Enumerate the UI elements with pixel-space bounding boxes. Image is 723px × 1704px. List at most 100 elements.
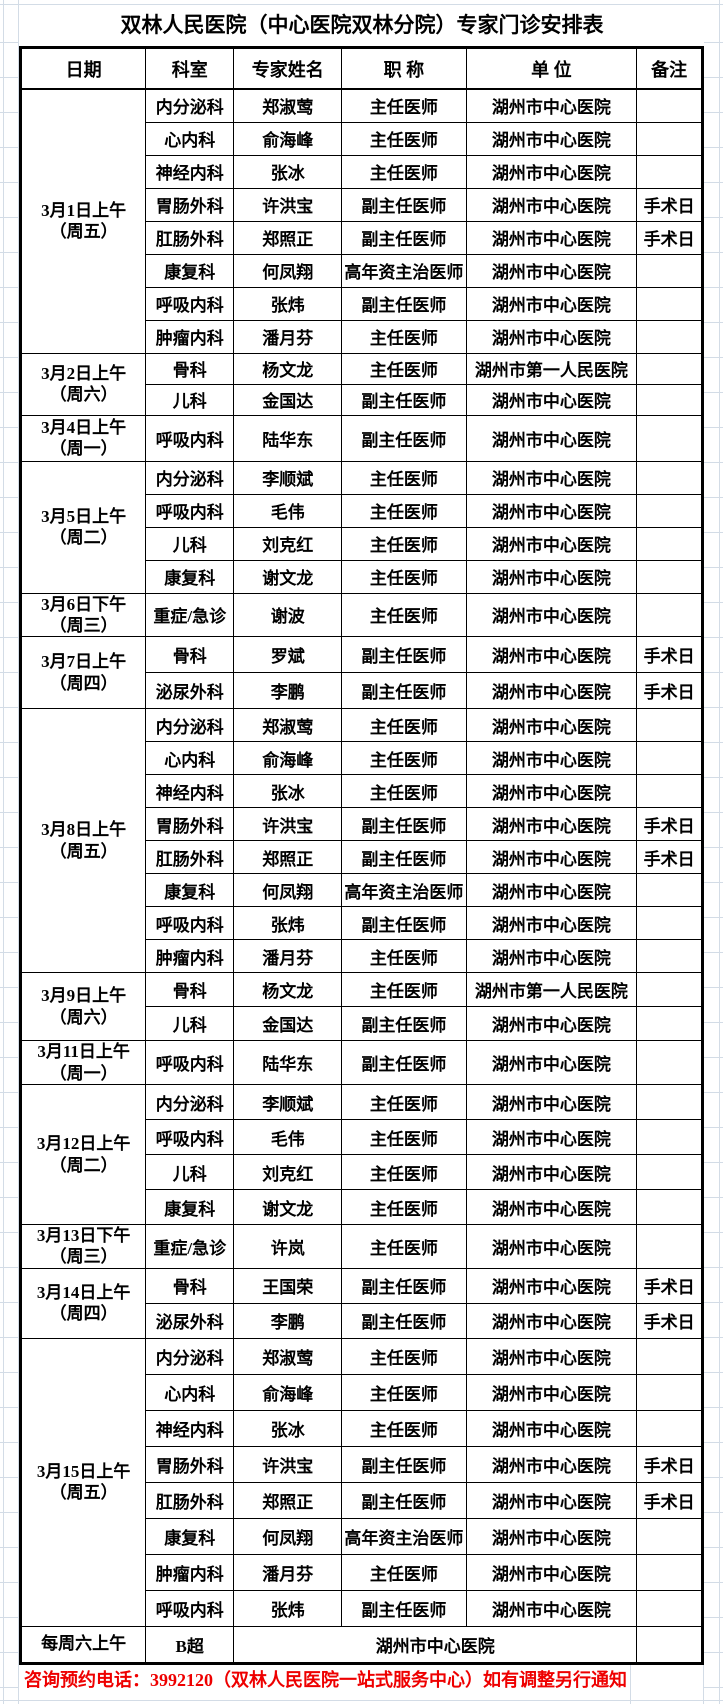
date-cell: 3月2日上午 （周六） bbox=[19, 352, 147, 416]
job-title-cell: 副主任医师 bbox=[341, 414, 467, 462]
doctor-name-cell: 张炜 bbox=[233, 1589, 343, 1627]
org-cell: 湖州市中心医院 bbox=[465, 1302, 638, 1339]
note-cell bbox=[636, 414, 703, 462]
weekday-text: （周二） bbox=[49, 528, 118, 547]
date-text: 3月8日上午 bbox=[41, 820, 127, 840]
dept-cell: 内分泌科 bbox=[145, 460, 235, 495]
table-row: 3月14日上午 （周四） 骨科 王国荣 副主任医师 湖州市中心医院 手术日 bbox=[19, 1267, 703, 1339]
date-text: 3月13日下午 bbox=[36, 1226, 131, 1245]
note-cell bbox=[636, 154, 703, 189]
date-text: 3月9日上午 bbox=[41, 986, 127, 1006]
doctor-name-cell: 张冰 bbox=[233, 1409, 343, 1447]
page-title: 双林人民医院（中心医院双林分院）专家门诊安排表 bbox=[20, 5, 704, 46]
doctor-name-cell: 张冰 bbox=[233, 154, 343, 189]
job-title-cell: 主任医师 bbox=[341, 972, 467, 1007]
note-cell bbox=[636, 873, 703, 907]
job-title-cell: 主任医师 bbox=[341, 939, 467, 973]
dept-cell: 肿瘤内科 bbox=[145, 1553, 235, 1591]
note-cell bbox=[636, 972, 703, 1007]
job-title-cell: 主任医师 bbox=[341, 1119, 467, 1155]
doctor-name-cell: 罗斌 bbox=[233, 636, 343, 673]
table-row: 每周六上午 B超 湖州市中心医院 bbox=[19, 1625, 703, 1664]
note-cell bbox=[636, 592, 703, 637]
org-cell: 湖州市中心医院 bbox=[465, 1337, 638, 1375]
date-text: 3月15日上午 bbox=[36, 1461, 131, 1481]
date-text: 3月14日上午 bbox=[36, 1282, 131, 1302]
doctor-name-cell: 郑淑莺 bbox=[233, 88, 343, 123]
dept-cell: 内分泌科 bbox=[145, 708, 235, 742]
date-cell: 3月11日上午 （周一） bbox=[19, 1040, 147, 1085]
doctor-name-cell: 何凤翔 bbox=[233, 1517, 343, 1555]
doctor-name-cell: 金国达 bbox=[233, 1006, 343, 1041]
dept-cell: 康复科 bbox=[145, 873, 235, 907]
note-cell: 手术日 bbox=[636, 1302, 703, 1339]
weekday-text: （周四） bbox=[49, 673, 118, 693]
org-cell: 湖州市中心医院 bbox=[465, 906, 638, 940]
org-cell: 湖州市中心医院 bbox=[465, 154, 638, 189]
org-cell: 湖州市中心医院 bbox=[465, 1006, 638, 1041]
dept-cell: 重症/急诊 bbox=[145, 1224, 235, 1269]
note-cell bbox=[636, 121, 703, 156]
table-row: 泌尿外科 李鹏 副主任医师 湖州市中心医院 手术日 bbox=[21, 672, 703, 709]
table-row: 肛肠外科 郑照正 副主任医师 湖州市中心医院 手术日 bbox=[21, 1481, 703, 1519]
table-row: 儿科 金国达 副主任医师 湖州市中心医院 bbox=[21, 383, 703, 416]
doctor-name-cell: 李鹏 bbox=[233, 1302, 343, 1339]
table-row: 呼吸内科 张炜 副主任医师 湖州市中心医院 bbox=[21, 286, 703, 321]
dept-cell: 呼吸内科 bbox=[145, 1119, 235, 1155]
dept-cell: 康复科 bbox=[145, 1189, 235, 1225]
col-header-dept: 科室 bbox=[145, 47, 235, 90]
note-cell bbox=[636, 1040, 703, 1085]
org-cell: 湖州市中心医院 bbox=[465, 1373, 638, 1411]
org-cell: 湖州市中心医院 bbox=[465, 1553, 638, 1591]
job-title-cell: 副主任医师 bbox=[341, 187, 467, 222]
col-header-date: 日期 bbox=[19, 47, 147, 90]
job-title-cell: 主任医师 bbox=[341, 88, 467, 123]
org-cell: 湖州市中心医院 bbox=[465, 1189, 638, 1225]
table-row: 肿瘤内科 潘月芬 主任医师 湖州市中心医院 bbox=[21, 319, 703, 354]
note-cell bbox=[636, 1119, 703, 1155]
doctor-name-cell: 许岚 bbox=[233, 1224, 343, 1269]
table-row: 胃肠外科 许洪宝 副主任医师 湖州市中心医院 手术日 bbox=[21, 1445, 703, 1483]
footer-note: 咨询预约电话：3992120（双林人民医院一站式服务中心）如有调整另行通知 bbox=[24, 1670, 627, 1690]
job-title-cell: 主任医师 bbox=[341, 154, 467, 189]
weekday-text: （周二） bbox=[49, 1155, 118, 1175]
date-cell: 3月13日下午 （周三） bbox=[19, 1224, 147, 1269]
org-cell: 湖州市中心医院 bbox=[465, 1040, 638, 1085]
job-title-cell: 主任医师 bbox=[341, 121, 467, 156]
doctor-name-cell: 郑照正 bbox=[233, 220, 343, 255]
job-title-cell: 主任医师 bbox=[341, 1337, 467, 1375]
dept-cell: 肛肠外科 bbox=[145, 840, 235, 874]
date-cell: 3月6日下午 （周三） bbox=[19, 592, 147, 637]
note-cell bbox=[636, 352, 703, 385]
table-row: 神经内科 张冰 主任医师 湖州市中心医院 bbox=[21, 1409, 703, 1447]
job-title-cell: 副主任医师 bbox=[341, 1267, 467, 1304]
org-cell: 湖州市中心医院 bbox=[465, 286, 638, 321]
doctor-name-cell: 陆华东 bbox=[233, 414, 343, 462]
date-text: 3月12日上午 bbox=[36, 1134, 131, 1154]
org-cell: 湖州市中心医院 bbox=[465, 383, 638, 416]
weekday-text: （周三） bbox=[49, 1247, 118, 1267]
job-title-cell: 主任医师 bbox=[341, 592, 467, 637]
table-row: 康复科 谢文龙 主任医师 湖州市中心医院 bbox=[21, 1189, 703, 1225]
weekday-text: （周六） bbox=[49, 385, 118, 404]
note-cell bbox=[636, 88, 703, 123]
dept-cell: 儿科 bbox=[145, 526, 235, 561]
dept-cell: 胃肠外科 bbox=[145, 1445, 235, 1483]
job-title-cell: 主任医师 bbox=[341, 774, 467, 808]
table-row: 肛肠外科 郑照正 副主任医师 湖州市中心医院 手术日 bbox=[21, 220, 703, 255]
doctor-name-cell: 许洪宝 bbox=[233, 807, 343, 841]
dept-cell: 心内科 bbox=[145, 1373, 235, 1411]
date-cell: 3月14日上午 （周四） bbox=[19, 1267, 147, 1339]
dept-cell: 神经内科 bbox=[145, 774, 235, 808]
table-row: 神经内科 张冰 主任医师 湖州市中心医院 bbox=[21, 154, 703, 189]
job-title-cell: 副主任医师 bbox=[341, 906, 467, 940]
org-cell: 湖州市中心医院 bbox=[465, 636, 638, 673]
job-title-cell: 副主任医师 bbox=[341, 220, 467, 255]
table-row: 心内科 俞海峰 主任医师 湖州市中心医院 bbox=[21, 121, 703, 156]
note-cell bbox=[636, 526, 703, 561]
doctor-name-cell: 俞海峰 bbox=[233, 741, 343, 775]
job-title-cell: 副主任医师 bbox=[341, 1302, 467, 1339]
note-cell bbox=[636, 1154, 703, 1190]
dept-cell: 骨科 bbox=[145, 972, 235, 1007]
